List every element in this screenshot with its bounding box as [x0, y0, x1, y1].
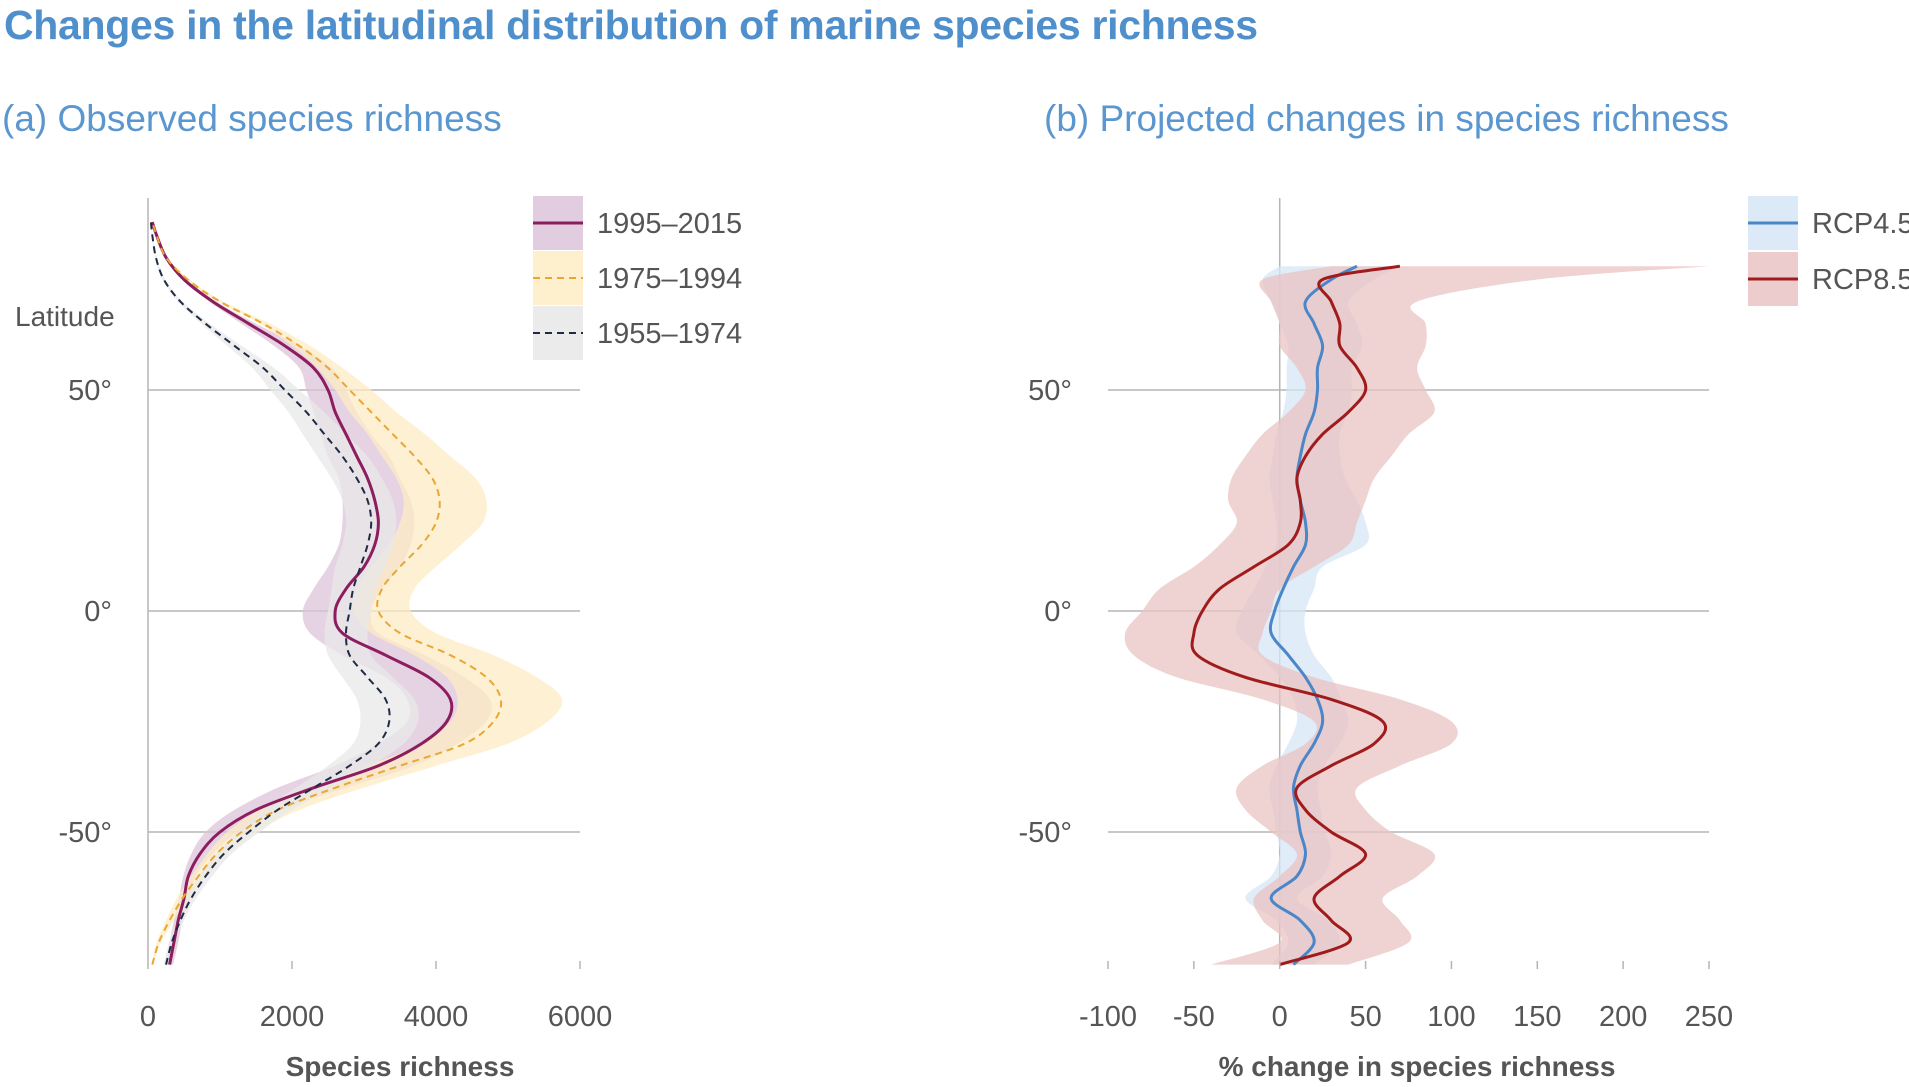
panel-a-title: (a) Observed species richness	[2, 98, 502, 139]
a-series-line-0	[150, 221, 454, 965]
b-x-tick-label-2: 0	[1272, 1001, 1288, 1033]
panel-b-x-axis-title: % change in species richness	[1219, 1051, 1616, 1082]
b-x-tick-label-6: 200	[1599, 1001, 1647, 1033]
b-x-tick-label-1: -50	[1173, 1001, 1215, 1033]
a-band-2	[150, 222, 419, 965]
b-y-tick-label-2: -50°	[1018, 817, 1072, 849]
a-x-tick-label-2: 4000	[404, 1001, 469, 1033]
b-y-tick-label-0: 50°	[1028, 375, 1072, 407]
b-band-1	[1124, 266, 1709, 965]
b-legend-label-0: RCP4.5	[1812, 208, 1909, 240]
a-x-tick-label-3: 6000	[548, 1001, 613, 1033]
panel-b-title: (b) Projected changes in species richnes…	[1044, 98, 1729, 139]
a-y-tick-label-2: -50°	[58, 817, 112, 849]
panel-a-y-axis-title: Latitude	[15, 301, 115, 332]
panel-a-observed: 0 2000 4000 6000 50° 0° -50° Latitude Species …	[15, 196, 742, 1082]
a-x-tick-label-1: 2000	[260, 1001, 325, 1033]
a-x-tick-label-0: 0	[140, 1001, 156, 1033]
b-x-tick-label-5: 150	[1513, 1001, 1561, 1033]
b-x-tick-label-4: 100	[1427, 1001, 1475, 1033]
a-band-0	[152, 222, 492, 965]
a-legend-label-0: 1995–2015	[597, 208, 742, 240]
b-series-line-0	[1268, 264, 1358, 966]
b-x-tick-label-0: -100	[1079, 1001, 1137, 1033]
a-y-tick-label-1: 0°	[84, 596, 112, 628]
b-x-tick-label-3: 50	[1349, 1001, 1381, 1033]
b-legend-label-1: RCP8.5	[1812, 264, 1909, 296]
a-y-tick-label-0: 50°	[68, 375, 112, 407]
panel-b-projected: -100 -50 0 50 100 150 200 250 50° 0° -50° % change…	[1018, 196, 1909, 1082]
b-series-line-1	[1190, 264, 1401, 967]
a-legend-label-2: 1955–1974	[597, 318, 742, 350]
panel-a-x-axis-title: Species richness	[286, 1051, 515, 1082]
main-title: Changes in the latitudinal distribution …	[4, 2, 1258, 48]
b-x-tick-label-7: 250	[1685, 1001, 1733, 1033]
b-y-tick-label-1: 0°	[1044, 596, 1072, 628]
a-series-line-2	[149, 221, 391, 965]
a-legend-label-1: 1975–1994	[597, 263, 742, 295]
a-series-line-1	[151, 221, 503, 965]
